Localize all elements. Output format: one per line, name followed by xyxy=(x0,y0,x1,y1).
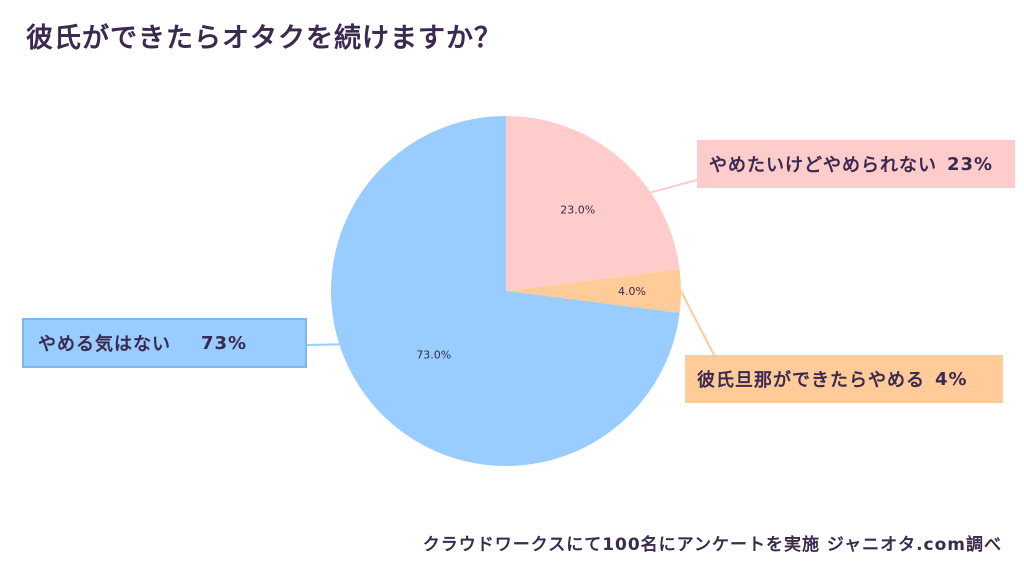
pie-slice-quit-when-dating xyxy=(506,269,681,313)
legend-label-no-intention-to-quit: やめる気はない xyxy=(38,334,171,355)
leader-line-quit-when-dating xyxy=(680,290,716,358)
pie-slice-cant-quit xyxy=(506,116,680,291)
legend-item-no-intention-to-quit: やめる気はない 73% xyxy=(22,318,307,368)
legend-label-quit-when-dating: 彼氏旦那ができたらやめる xyxy=(697,370,925,391)
legend-pct-no-intention-to-quit: 73% xyxy=(201,332,248,354)
legend-item-cant-quit: やめたいけどやめられない 23% xyxy=(697,140,1015,188)
slice-value-label-no-intention-to-quit: 73.0% xyxy=(416,349,451,362)
legend-label-cant-quit: やめたいけどやめられない xyxy=(709,155,937,176)
source-note: クラウドワークスにて100名にアンケートを実施 ジャニオタ.com調べ xyxy=(422,535,1002,555)
leader-line-no-intention-to-quit xyxy=(306,343,340,346)
legend-pct-quit-when-dating: 4% xyxy=(935,368,968,390)
slice-value-label-quit-when-dating: 4.0% xyxy=(618,285,646,298)
slice-value-label-cant-quit: 23.0% xyxy=(560,204,595,217)
legend-pct-cant-quit: 23% xyxy=(947,153,994,175)
legend-item-quit-when-dating: 彼氏旦那ができたらやめる 4% xyxy=(685,355,1003,403)
chart-title: 彼氏ができたらオタクを続けますか？ xyxy=(26,23,502,54)
leader-line-cant-quit xyxy=(650,179,698,194)
pie-slice-no-intention-to-quit xyxy=(331,116,680,466)
